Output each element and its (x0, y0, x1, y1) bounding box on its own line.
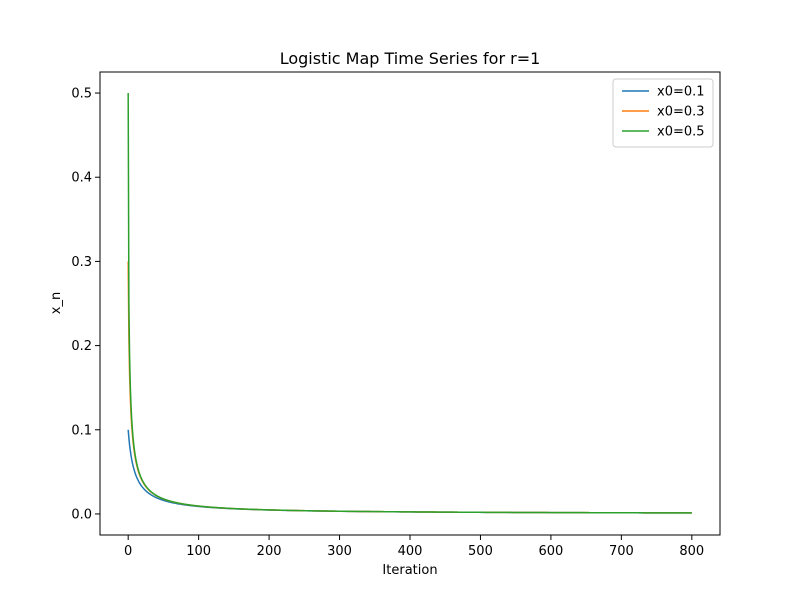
x-tick-label: 700 (609, 544, 634, 559)
series-line-3 (127, 93, 692, 514)
y-tick-label: 0.1 (71, 423, 92, 438)
x-tick-label: 200 (257, 544, 282, 559)
legend-label: x0=0.1 (657, 85, 705, 100)
y-tick-label: 0.0 (71, 507, 92, 522)
x-tick-label: 600 (538, 544, 563, 559)
y-axis: 0.0 0.1 0.2 0.3 0.4 0.5 (71, 87, 100, 522)
y-axis-label: x_n (49, 292, 64, 314)
y-tick-label: 0.5 (71, 87, 92, 102)
legend-label: x0=0.5 (657, 125, 705, 140)
series-layer (127, 93, 692, 514)
x-axis-label: Iteration (382, 563, 437, 578)
x-tick-label: 300 (327, 544, 352, 559)
x-tick-label: 800 (679, 544, 704, 559)
chart-title: Logistic Map Time Series for r=1 (280, 49, 541, 68)
legend-box (612, 78, 714, 148)
y-tick-label: 0.3 (71, 255, 92, 270)
x-tick-label: 0 (124, 544, 132, 559)
x-tick-label: 400 (398, 544, 423, 559)
y-tick-label: 0.2 (71, 339, 92, 354)
x-tick-label: 500 (468, 544, 493, 559)
y-tick-label: 0.4 (71, 171, 92, 186)
legend: x0=0.1 x0=0.3 x0=0.5 (612, 78, 714, 148)
legend-label: x0=0.3 (657, 105, 705, 120)
x-axis: 0 100 200 300 400 500 600 700 800 (124, 535, 704, 559)
x-tick-label: 100 (186, 544, 211, 559)
